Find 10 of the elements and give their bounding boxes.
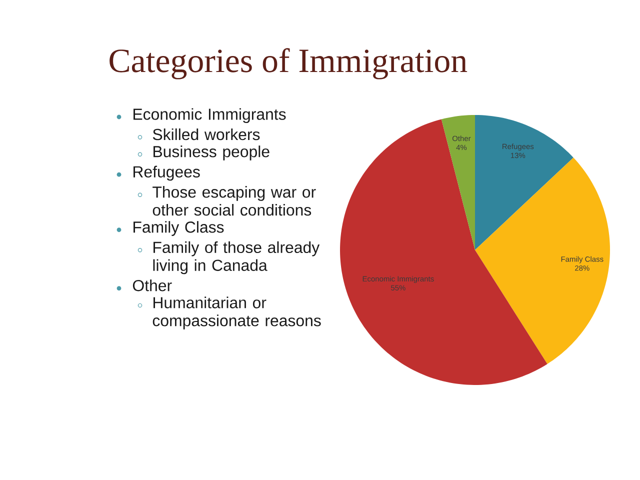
- text: Skilled workers: [152, 128, 260, 140]
- text: Family of those already living in Canada: [153, 241, 320, 274]
- text: Family Class: [134, 221, 224, 236]
- text: Refugees: [134, 166, 200, 181]
- chart-title: Categories of Immigration: [110, 48, 468, 80]
- text: Other: [132, 280, 172, 292]
- text: Business people: [154, 146, 270, 160]
- text: Those escaping war or other social conditions: [152, 186, 316, 216]
- text: Humanitarian or compassionate reasons: [152, 296, 321, 330]
- text: Economic Immigrants: [134, 108, 286, 124]
